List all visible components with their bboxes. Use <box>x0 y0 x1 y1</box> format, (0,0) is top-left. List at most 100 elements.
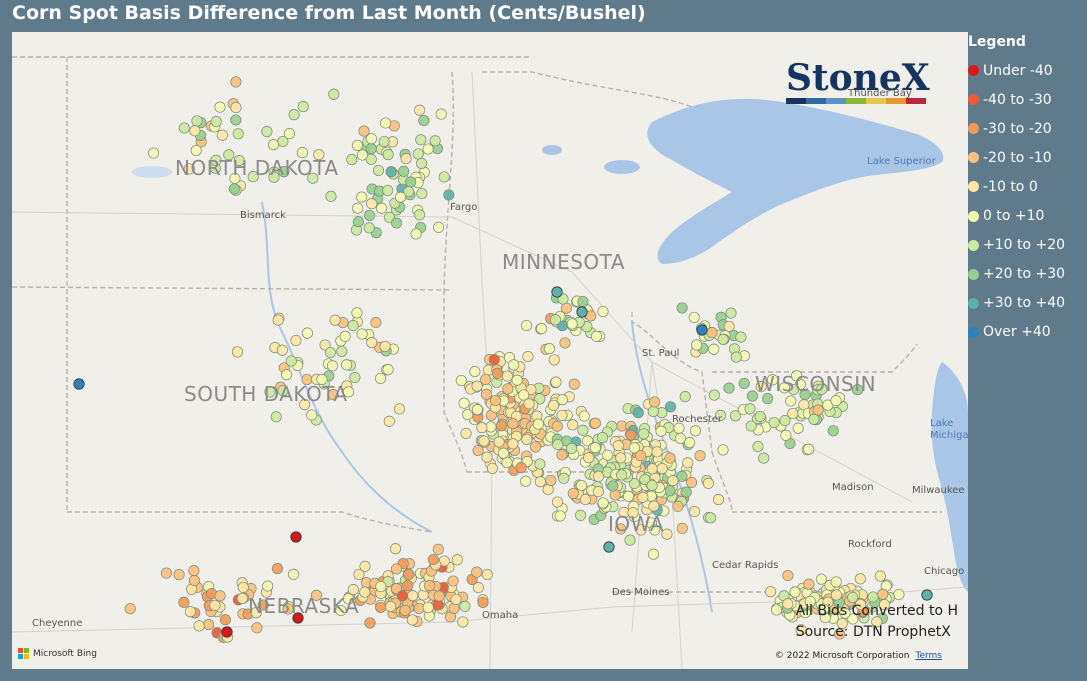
basis-point <box>893 588 905 601</box>
basis-point <box>768 416 780 429</box>
basis-point <box>689 425 701 437</box>
basis-point <box>210 154 222 166</box>
map-canvas[interactable] <box>12 32 968 669</box>
basis-point <box>493 436 505 448</box>
basis-point <box>316 373 328 385</box>
basis-point <box>602 449 614 461</box>
basis-point <box>349 371 361 384</box>
basis-point <box>597 305 609 318</box>
basis-point <box>382 149 394 161</box>
basis-point <box>363 222 375 234</box>
basis-point <box>812 404 824 416</box>
legend-swatch <box>968 152 979 164</box>
basis-point <box>297 101 309 113</box>
basis-point <box>219 614 231 626</box>
basis-point <box>370 316 382 329</box>
basis-point <box>451 554 463 566</box>
city-label-fargo: Fargo <box>450 202 478 213</box>
basis-point <box>472 582 484 594</box>
terms-link[interactable]: Terms <box>915 651 942 661</box>
basis-point <box>299 399 311 411</box>
basis-point <box>435 108 447 120</box>
basis-point <box>534 476 546 488</box>
basis-point <box>233 154 245 167</box>
source-note: Source: DTN ProphetX <box>795 624 951 640</box>
basis-point <box>329 314 341 326</box>
basis-point <box>480 373 492 385</box>
basis-point <box>615 452 627 464</box>
basis-point <box>789 586 801 598</box>
basis-point <box>827 425 839 437</box>
city-label-rochester: Rochester <box>672 414 722 425</box>
basis-point <box>324 346 336 359</box>
basis-point <box>380 117 392 129</box>
basis-point <box>628 478 640 490</box>
basis-point <box>688 505 701 518</box>
basis-point <box>443 189 455 201</box>
basis-point <box>556 409 568 421</box>
basis-point <box>551 286 563 298</box>
basis-point <box>359 560 371 572</box>
basis-point <box>378 135 390 148</box>
basis-point <box>393 403 405 415</box>
city-label-des-moines: Des Moines <box>612 587 670 598</box>
stonex-logo: StoneX <box>786 58 930 104</box>
basis-point <box>874 570 886 582</box>
basis-point <box>283 128 295 140</box>
state-label-iowa: IOWA <box>608 512 665 536</box>
basis-point <box>375 580 387 593</box>
basis-point <box>390 583 403 595</box>
basis-point <box>696 324 708 336</box>
basis-point <box>649 524 661 536</box>
basis-point <box>203 619 215 631</box>
basis-point <box>780 429 792 441</box>
basis-point <box>221 626 233 638</box>
basis-point <box>715 409 727 421</box>
basis-point <box>228 183 240 195</box>
basis-point <box>647 548 660 560</box>
basis-point <box>296 147 308 159</box>
basis-point <box>839 607 851 619</box>
basis-point <box>462 409 474 421</box>
basis-point <box>520 475 532 487</box>
basis-point <box>684 437 696 449</box>
missouri-river <box>261 201 433 533</box>
basis-point <box>804 595 816 607</box>
basis-point <box>336 345 348 357</box>
basis-point <box>706 327 718 339</box>
basis-point <box>725 307 737 319</box>
basis-point <box>830 395 842 407</box>
basis-point <box>402 579 414 592</box>
lake-label-superior: Lake Superior <box>867 156 936 167</box>
basis-point <box>635 524 647 536</box>
basis-point <box>288 568 300 580</box>
basis-point <box>268 171 280 183</box>
basis-point <box>622 490 635 502</box>
basis-point <box>818 603 830 615</box>
basis-point <box>597 497 609 509</box>
basis-point <box>577 424 589 436</box>
basis-point <box>730 351 742 363</box>
basis-point <box>450 593 462 605</box>
basis-point <box>508 359 520 371</box>
basis-point <box>447 575 459 587</box>
basis-point <box>188 575 200 587</box>
basis-point <box>578 410 590 422</box>
basis-point <box>356 191 368 203</box>
basis-point <box>438 171 450 183</box>
bing-attribution[interactable]: Microsoft Bing <box>18 648 97 659</box>
logo-bar-segment <box>826 98 846 104</box>
lake-michigan <box>931 362 968 592</box>
logo-bar-segment <box>866 98 886 104</box>
basis-point <box>691 339 703 351</box>
basis-point <box>511 374 523 386</box>
basis-point <box>356 328 368 340</box>
basis-point <box>480 388 492 400</box>
lake-label-michigan: Lake Michigan <box>930 418 968 441</box>
basis-point <box>518 389 530 401</box>
logo-bar-segment <box>886 98 906 104</box>
basis-point <box>589 442 601 454</box>
basis-map[interactable]: NORTH DAKOTA SOUTH DAKOTA MINNESOTA WISC… <box>12 32 968 669</box>
basis-point <box>433 590 445 602</box>
basis-point <box>612 440 624 452</box>
